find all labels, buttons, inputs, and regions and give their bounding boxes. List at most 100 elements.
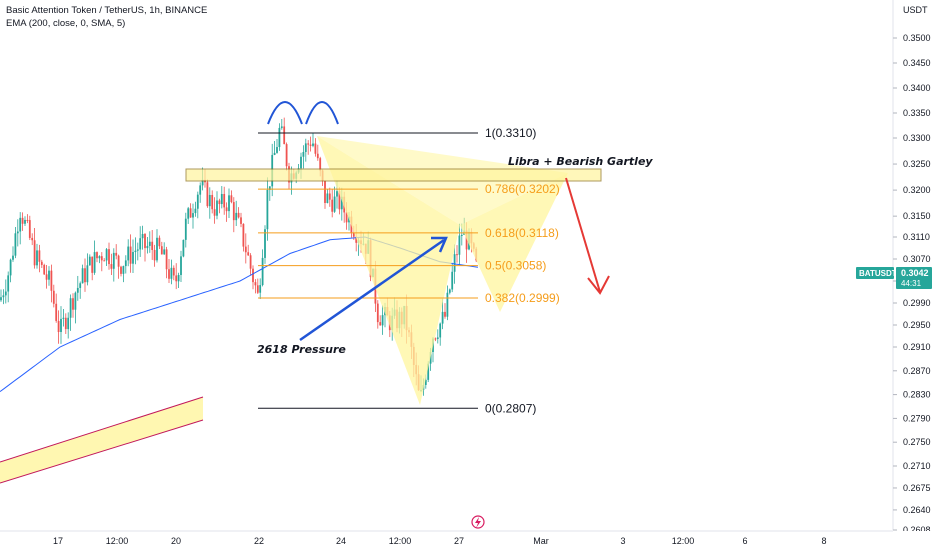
candle-body <box>19 217 22 232</box>
candle-body <box>16 231 19 234</box>
candle-body <box>223 193 226 208</box>
price-tick-label: 0.2830 <box>903 390 931 400</box>
candle-body <box>117 255 120 267</box>
price-tick-label: 0.2710 <box>903 461 931 471</box>
candle-body <box>79 283 82 288</box>
candle-body <box>163 249 166 255</box>
candle-body <box>172 267 175 276</box>
candle-body <box>67 317 70 330</box>
candle-body <box>170 267 173 279</box>
bearish-arrow-line <box>565 177 601 293</box>
price-tick-label: 0.2990 <box>903 298 931 308</box>
candle-body <box>427 363 430 380</box>
candle-body <box>326 193 329 203</box>
fib-level-label: 1(0.3310) <box>485 126 536 140</box>
candle-body <box>165 249 168 270</box>
time-tick-label: 8 <box>821 536 826 546</box>
fib-level-label: 0.5(0.3058) <box>485 259 546 273</box>
svg-text:BATUSDT: BATUSDT <box>859 269 897 278</box>
candle-body <box>355 236 358 243</box>
indicator-legend[interactable]: EMA (200, close, 0, SMA, 5) <box>6 18 126 29</box>
candle-body <box>456 254 458 256</box>
price-tick-label: 0.3300 <box>903 133 931 143</box>
time-tick-label: 3 <box>620 536 625 546</box>
candle-body <box>448 289 451 293</box>
candle-body <box>331 199 334 212</box>
candle-body <box>103 260 106 262</box>
price-tick-label: 0.2608 <box>903 525 931 535</box>
candle-body <box>242 223 245 247</box>
price-tick-label: 0.2870 <box>903 366 931 376</box>
time-tick-label: 12:00 <box>389 536 412 546</box>
candle-body <box>184 218 187 240</box>
currency-label: USDT <box>903 5 928 15</box>
bearish-arrow-head <box>587 275 610 295</box>
candle-body <box>50 270 53 291</box>
candle-body <box>302 152 305 157</box>
candle-body <box>379 322 382 326</box>
symbol-title: Basic Attention Token / TetherUS, 1h, BI… <box>6 5 208 16</box>
candle-body <box>434 338 437 340</box>
candle-body <box>158 237 161 247</box>
candle-body <box>146 245 149 249</box>
candle-body <box>93 252 96 273</box>
candle-body <box>424 379 427 385</box>
time-tick-label: 22 <box>254 536 264 546</box>
time-tick-label: 12:00 <box>106 536 129 546</box>
candle-body <box>72 298 74 310</box>
candle-body <box>465 230 468 250</box>
candle-body <box>218 200 221 205</box>
candle-body <box>110 264 113 269</box>
candle-body <box>38 250 41 262</box>
candle-body <box>439 323 442 338</box>
candle-body <box>21 217 24 224</box>
candle-body <box>14 233 17 256</box>
candle-body <box>45 274 48 280</box>
price-tick-label: 0.3110 <box>903 232 930 242</box>
candlestick-series <box>0 117 478 396</box>
candle-body <box>175 275 178 282</box>
candle-body <box>273 152 276 155</box>
candle-body <box>220 193 223 205</box>
candle-body <box>43 264 46 275</box>
candle-body <box>446 292 449 317</box>
fib-level-label: 0.382(0.2999) <box>485 291 560 305</box>
candle-body <box>84 268 86 283</box>
lightning-icon[interactable] <box>471 515 485 529</box>
candle-body <box>345 212 348 223</box>
candle-body <box>264 229 266 258</box>
candle-body <box>132 252 134 264</box>
gartley-xab-triangle <box>317 136 460 405</box>
candle-body <box>151 241 154 250</box>
candle-body <box>0 297 2 301</box>
candle-body <box>240 217 242 224</box>
candle-body <box>211 194 214 210</box>
candle-body <box>324 180 326 203</box>
candle-body <box>105 249 108 261</box>
candle-body <box>213 209 216 216</box>
candle-body <box>254 282 257 286</box>
candle-body <box>309 144 312 146</box>
candle-body <box>36 250 38 266</box>
candle-body <box>259 285 262 293</box>
candle-body <box>148 241 151 246</box>
pressure-note: 2618 Pressure <box>257 343 346 356</box>
fib-level-label: 0.786(0.3202) <box>485 182 560 196</box>
candle-body <box>228 195 230 212</box>
candle-body <box>312 143 314 146</box>
candle-body <box>48 270 50 280</box>
candle-body <box>352 232 355 237</box>
candle-body <box>307 143 310 145</box>
double-top-arc-right <box>305 101 339 125</box>
candle-body <box>328 193 331 200</box>
support-channel-lower <box>0 419 204 484</box>
candle-body <box>458 235 461 255</box>
time-tick-label: 6 <box>742 536 747 546</box>
candle-body <box>120 266 122 274</box>
candle-body <box>340 196 343 210</box>
candle-body <box>244 246 247 253</box>
candle-body <box>187 208 190 219</box>
candle-body <box>196 194 199 209</box>
candle-body <box>108 249 110 265</box>
